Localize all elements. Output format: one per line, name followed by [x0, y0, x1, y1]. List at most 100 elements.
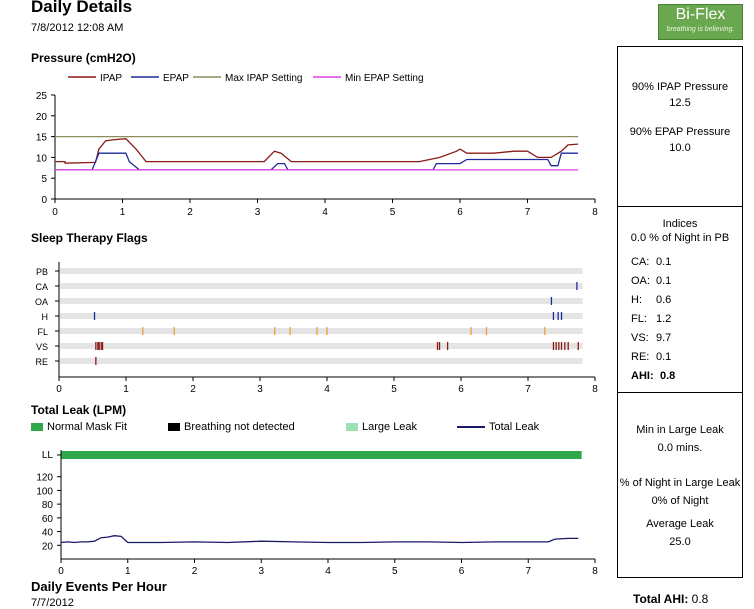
x-tick-label: 8 [592, 384, 598, 395]
x-tick-label: 4 [324, 384, 330, 395]
indices-list: CA: 0.1 OA: 0.1 H: 0.6 FL: 1.2 VS: 9.7 RE: 0.1… [618, 253, 742, 386]
daily-events-title: Daily Events Per Hour [31, 579, 167, 594]
large-leak-min-value: 0.0 mins. [657, 442, 703, 454]
average-leak-label: Average Leak [646, 518, 714, 530]
x-tick-label: 3 [255, 207, 261, 218]
legend-label: Max IPAP Setting [225, 73, 302, 84]
flags-chart-title: Sleep Therapy Flags [31, 231, 148, 245]
x-tick-label: 0 [52, 207, 58, 218]
large-leak-min-label: Min in Large Leak [636, 424, 724, 436]
y-tick-label: 10 [36, 153, 48, 164]
legend-normal-mask-fit: Normal Mask Fit [31, 421, 127, 433]
y-tick-label: 60 [42, 514, 54, 525]
flag-row-band [60, 283, 583, 289]
large-leak-swatch [346, 423, 358, 431]
average-leak-value: 25.0 [669, 536, 691, 548]
flag-row-band [60, 328, 583, 334]
index-label: FL: [631, 313, 647, 325]
x-tick-label: 2 [192, 566, 198, 576]
x-tick-label: 6 [457, 207, 463, 218]
x-tick-label: 7 [525, 384, 531, 395]
normal-mask-fit-swatch [31, 423, 43, 431]
x-tick-label: 2 [187, 207, 193, 218]
index-row-oa: OA: 0.1 [631, 272, 742, 291]
index-row-h: H: 0.6 [631, 291, 742, 310]
leak-chart-title: Total Leak (LPM) [31, 403, 127, 417]
index-label: OA: [631, 275, 650, 287]
leak-stats-panel: Min in Large Leak 0.0 mins. % of Night i… [617, 392, 743, 578]
y-tick-label: PB [36, 267, 48, 277]
x-tick-label: 3 [257, 384, 263, 395]
legend-label: EPAP [163, 73, 189, 84]
y-tick-label: FL [37, 327, 48, 337]
indices-panel: Indices 0.0 % of Night in PB CA: 0.1 OA: 0… [617, 206, 743, 393]
index-row-ahi: AHI: 0.8 [631, 367, 742, 386]
y-tick-label: 40 [42, 528, 54, 539]
y-tick-label: 100 [36, 486, 53, 497]
x-tick-label: 1 [120, 207, 126, 218]
legend-label: Min EPAP Setting [345, 73, 424, 84]
index-label: VS: [631, 332, 649, 344]
x-tick-label: 1 [125, 566, 131, 576]
y-tick-label: 15 [36, 133, 48, 144]
x-tick-label: 5 [392, 566, 398, 576]
legend-label: Total Leak [489, 421, 540, 433]
x-tick-label: 3 [258, 566, 264, 576]
pressure-chart: 0 5 10 15 20 25 0 1 2 3 4 5 6 7 8 IPAP EPAP Max IPAP Sett… [36, 73, 598, 218]
y-tick-label: VS [36, 342, 48, 352]
footer-date: 7/7/2012 [31, 597, 74, 609]
ipap-label: 90% IPAP Pressure [631, 81, 729, 93]
x-tick-label: 0 [56, 384, 62, 395]
x-tick-label: 7 [525, 566, 531, 576]
x-tick-label: 6 [459, 566, 465, 576]
index-value: 0.1 [656, 256, 672, 268]
y-tick-label: 20 [36, 112, 48, 123]
index-label: CA: [631, 256, 650, 268]
flag-row-band [60, 268, 583, 274]
ahi-label: AHI: [631, 370, 654, 382]
x-tick-label: 6 [458, 384, 464, 395]
index-label: RE: [631, 351, 650, 363]
x-tick-label: 4 [325, 566, 331, 576]
logo-tagline: breathing is believing. [666, 26, 735, 33]
y-tick-label: 25 [36, 91, 48, 102]
index-row-ca: CA: 0.1 [631, 253, 742, 272]
legend-label: IPAP [100, 73, 122, 84]
index-row-vs: VS: 9.7 [631, 329, 742, 348]
pressure-stats-panel: 90% IPAP Pressure 12.5 90% EPAP Pressure… [617, 46, 743, 207]
ipap-value: 12.5 [669, 97, 691, 109]
ahi-value: 0.8 [660, 370, 676, 382]
x-tick-label: 2 [190, 384, 196, 395]
flag-row-band [60, 358, 583, 364]
y-tick-label: CA [35, 282, 48, 292]
logo-text: Bi-Flex [675, 6, 726, 23]
epap-value: 10.0 [669, 142, 691, 154]
index-row-fl: FL: 1.2 [631, 310, 742, 329]
y-tick-label: 20 [42, 541, 54, 552]
legend-large-leak: Large Leak [346, 421, 417, 433]
index-row-re: RE: 0.1 [631, 348, 742, 367]
x-tick-label: 0 [58, 566, 64, 576]
total-ahi-value: 0.8 [691, 592, 709, 606]
report-datetime: 7/8/2012 12:08 AM [31, 22, 124, 34]
x-tick-label: 5 [391, 384, 397, 395]
x-tick-label: 1 [123, 384, 129, 395]
flag-row-band [60, 343, 583, 349]
index-value: 9.7 [656, 332, 672, 344]
y-tick-label: RE [35, 357, 48, 367]
legend-label: Normal Mask Fit [47, 421, 128, 433]
pressure-chart-title: Pressure (cmH2O) [31, 51, 136, 65]
legend-label: Large Leak [362, 421, 418, 433]
legend-total-leak: Total Leak [457, 421, 539, 433]
large-leak-pct-value: 0% of Night [651, 495, 709, 507]
index-label: H: [631, 294, 642, 306]
total-leak-line [60, 535, 579, 544]
y-tick-label: 0 [41, 195, 47, 206]
series-ipap-line [55, 138, 579, 164]
epap-label: 90% EPAP Pressure [629, 126, 731, 138]
flags-chart: PB CA OA H FL VS RE 0 1 2 3 4 5 6 7 8 [35, 262, 598, 395]
x-tick-label: 5 [390, 207, 396, 218]
index-value: 0.6 [656, 294, 672, 306]
y-tick-label: OA [35, 297, 48, 307]
large-leak-pct-label: % of Night in Large Leak [619, 477, 741, 489]
